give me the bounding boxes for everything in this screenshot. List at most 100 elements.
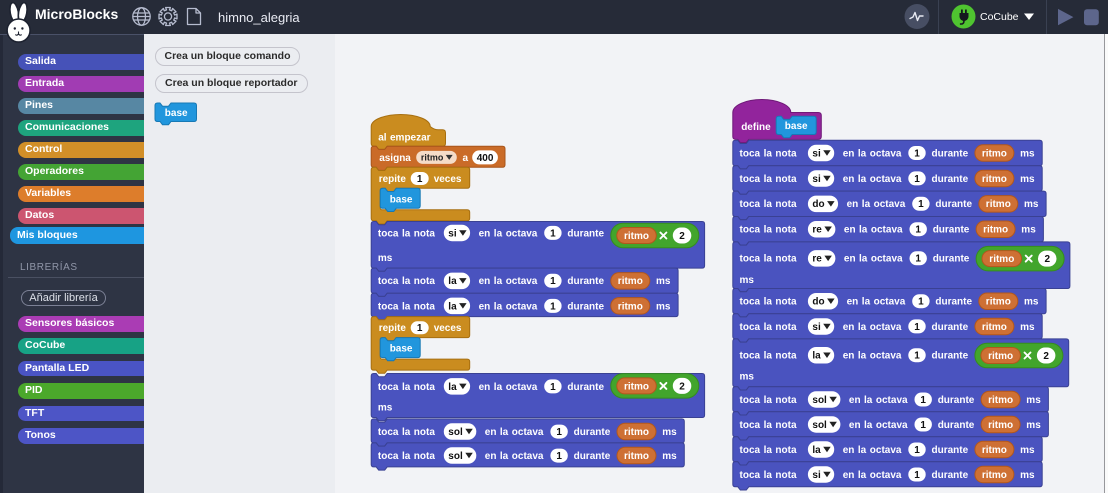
svg-text:durante: durante: [567, 228, 604, 239]
svg-text:al: al: [378, 133, 387, 144]
svg-text:ms: ms: [1020, 148, 1035, 159]
svg-text:1: 1: [550, 301, 556, 312]
svg-text:400: 400: [477, 153, 494, 164]
svg-text:la: la: [859, 225, 868, 236]
svg-text:la: la: [812, 445, 821, 456]
svg-text:en: en: [485, 427, 497, 438]
svg-text:si: si: [812, 470, 821, 481]
svg-text:la: la: [859, 254, 868, 265]
svg-text:ms: ms: [1020, 174, 1035, 185]
svg-text:veces: veces: [434, 323, 462, 334]
svg-text:ritmo: ritmo: [421, 153, 444, 163]
svg-text:en: en: [844, 225, 856, 236]
svg-text:ms: ms: [378, 402, 393, 413]
svg-text:en: en: [843, 445, 855, 456]
svg-text:ritmo: ritmo: [988, 395, 1013, 406]
svg-text:toca: toca: [740, 322, 761, 333]
svg-text:ms: ms: [1020, 445, 1035, 456]
svg-text:nota: nota: [775, 395, 797, 406]
svg-text:toca: toca: [740, 395, 761, 406]
svg-text:octava: octava: [506, 276, 538, 287]
svg-text:1: 1: [914, 174, 920, 185]
svg-text:la: la: [862, 297, 871, 308]
svg-text:en: en: [479, 228, 491, 239]
svg-text:la: la: [764, 297, 773, 308]
svg-text:toca: toca: [740, 199, 761, 210]
svg-text:la: la: [402, 301, 411, 312]
svg-text:la: la: [858, 174, 867, 185]
svg-text:la: la: [764, 148, 773, 159]
svg-text:toca: toca: [378, 427, 399, 438]
svg-text:1: 1: [915, 225, 921, 236]
svg-text:ritmo: ritmo: [988, 420, 1013, 431]
svg-text:ms: ms: [378, 253, 393, 264]
svg-text:asigna: asigna: [379, 153, 411, 164]
svg-text:veces: veces: [434, 174, 462, 185]
svg-text:1: 1: [920, 395, 926, 406]
svg-text:ritmo: ritmo: [989, 254, 1014, 265]
svg-text:ms: ms: [656, 301, 671, 312]
svg-text:toca: toca: [378, 301, 399, 312]
svg-text:durante: durante: [932, 148, 969, 159]
svg-text:1: 1: [918, 297, 924, 308]
svg-text:base: base: [390, 344, 413, 355]
svg-text:durante: durante: [567, 382, 604, 393]
svg-text:la: la: [858, 445, 867, 456]
svg-text:en: en: [479, 276, 491, 287]
svg-text:la: la: [402, 451, 411, 462]
svg-text:1: 1: [914, 351, 920, 362]
svg-text:toca: toca: [740, 148, 761, 159]
svg-text:en: en: [479, 301, 491, 312]
svg-text:durante: durante: [932, 322, 969, 333]
svg-text:octava: octava: [506, 228, 538, 239]
svg-text:do: do: [812, 199, 824, 210]
svg-text:ms: ms: [1024, 199, 1039, 210]
svg-text:durante: durante: [935, 199, 972, 210]
svg-text:ritmo: ritmo: [618, 276, 643, 287]
svg-text:la: la: [448, 301, 457, 312]
svg-text:en: en: [847, 297, 859, 308]
svg-text:en: en: [847, 199, 859, 210]
svg-text:1: 1: [920, 420, 926, 431]
svg-text:si: si: [812, 174, 821, 185]
svg-text:ms: ms: [1024, 297, 1039, 308]
svg-text:la: la: [764, 225, 773, 236]
svg-text:ms: ms: [656, 276, 671, 287]
svg-text:toca: toca: [740, 445, 761, 456]
svg-text:empezar: empezar: [390, 133, 431, 144]
svg-text:nota: nota: [414, 427, 436, 438]
svg-text:durante: durante: [574, 427, 611, 438]
svg-text:nota: nota: [414, 301, 436, 312]
svg-text:la: la: [764, 395, 773, 406]
svg-text:re: re: [812, 254, 822, 265]
svg-text:ritmo: ritmo: [986, 199, 1011, 210]
svg-text:ms: ms: [662, 451, 677, 462]
svg-text:durante: durante: [935, 297, 972, 308]
svg-text:la: la: [862, 199, 871, 210]
svg-text:octava: octava: [870, 351, 902, 362]
svg-text:a: a: [463, 153, 469, 164]
svg-text:octava: octava: [871, 254, 903, 265]
svg-text:la: la: [764, 322, 773, 333]
svg-text:do: do: [812, 297, 824, 308]
svg-text:durante: durante: [567, 301, 604, 312]
svg-text:nota: nota: [775, 148, 797, 159]
svg-text:octava: octava: [870, 148, 902, 159]
svg-text:base: base: [390, 194, 413, 205]
svg-text:la: la: [864, 395, 873, 406]
svg-text:ms: ms: [740, 275, 755, 286]
svg-text:sol: sol: [448, 451, 463, 462]
svg-text:octava: octava: [874, 199, 906, 210]
svg-text:ritmo: ritmo: [982, 174, 1007, 185]
svg-text:la: la: [494, 301, 503, 312]
svg-text:la: la: [858, 351, 867, 362]
svg-text:en: en: [479, 382, 491, 393]
svg-text:la: la: [764, 254, 773, 265]
svg-text:octava: octava: [870, 174, 902, 185]
svg-text:la: la: [500, 427, 509, 438]
svg-text:ritmo: ritmo: [982, 445, 1007, 456]
svg-text:durante: durante: [932, 470, 969, 481]
svg-text:la: la: [448, 382, 457, 393]
svg-text:nota: nota: [414, 276, 436, 287]
svg-text:nota: nota: [775, 225, 797, 236]
